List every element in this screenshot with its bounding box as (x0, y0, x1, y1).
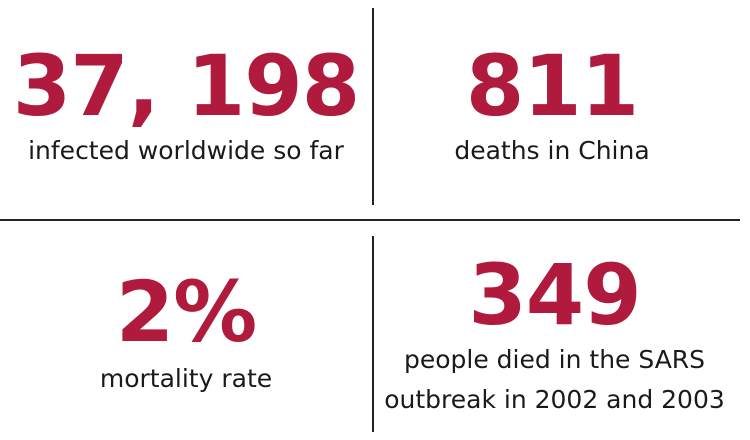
vertical-divider-bottom (372, 236, 374, 432)
stat-infected: 37, 198 infected worldwide so far (0, 44, 372, 168)
stat-mortality-label: mortality rate (99, 364, 273, 393)
stat-sars-label-line1: people died in the SARS (403, 345, 706, 374)
stat-infected-label: infected worldwide so far (28, 136, 344, 165)
stat-deaths-value: 811 (465, 37, 639, 135)
stat-deaths-label: deaths in China (454, 136, 650, 165)
stat-sars-label-line2: outbreak in 2002 and 2003 (384, 385, 725, 414)
horizontal-divider (0, 219, 740, 221)
stat-deaths: 811 deaths in China (372, 44, 732, 168)
stat-infected-value: 37, 198 (12, 37, 360, 135)
stat-sars-value: 349 (468, 246, 641, 344)
vertical-divider-top (372, 8, 374, 205)
stat-sars: 349 people died in the SARS outbreak in … (372, 253, 737, 417)
stat-mortality: 2% mortality rate (0, 270, 372, 396)
stat-mortality-value: 2% (115, 263, 258, 361)
